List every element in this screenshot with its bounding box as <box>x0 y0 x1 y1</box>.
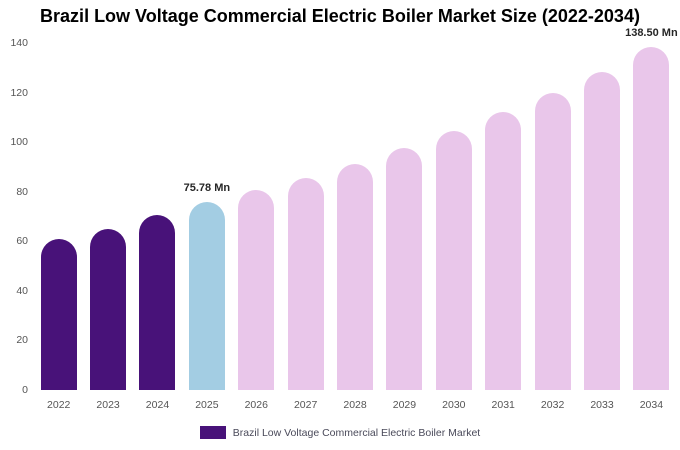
y-axis-tick-label: 120 <box>10 86 28 99</box>
y-axis-tick-label: 80 <box>16 185 28 198</box>
x-axis-tick-label: 2026 <box>244 399 268 411</box>
bar-2025 <box>188 202 225 390</box>
y-axis-tick-label: 60 <box>16 235 28 248</box>
bar-2024 <box>139 215 176 390</box>
bar-column: 2028 <box>330 43 379 411</box>
y-axis-tick-label: 100 <box>10 136 28 149</box>
x-axis-tick-label: 2030 <box>442 399 466 411</box>
bar-2023 <box>90 228 127 390</box>
bar-2031 <box>485 112 522 390</box>
bar-column: 2024 <box>133 43 182 411</box>
bar-2032 <box>534 92 571 390</box>
bar-2030 <box>435 131 472 390</box>
x-axis-tick-label: 2023 <box>96 399 120 411</box>
bar-column: 2030 <box>429 43 478 411</box>
x-axis-tick-label: 2028 <box>343 399 367 411</box>
y-axis-tick-label: 140 <box>10 37 28 49</box>
bar-column: 2029 <box>380 43 429 411</box>
bar-column: 2023 <box>83 43 132 411</box>
y-axis: 0 20 40 60 80 100 120 140 <box>4 37 30 396</box>
x-axis-tick-label: 2032 <box>540 399 565 411</box>
chart-title: Brazil Low Voltage Commercial Electric B… <box>40 6 640 26</box>
bar-column: 138.50 Mn 2034 <box>625 27 678 411</box>
bar-2026 <box>238 190 275 390</box>
bar-series: 2022 2023 2024 75.78 Mn 2025 2026 2027 2028 2029… <box>34 27 678 411</box>
y-axis-tick-label: 20 <box>16 334 28 347</box>
bar-2033 <box>583 71 620 390</box>
bar-2027 <box>287 178 324 390</box>
bar-2034 <box>633 46 670 390</box>
legend-label: Brazil Low Voltage Commercial Electric B… <box>232 426 481 439</box>
bar-value-label: 75.78 Mn <box>183 182 231 195</box>
bar-column: 2033 <box>577 43 626 411</box>
legend-swatch <box>199 426 226 439</box>
legend: Brazil Low Voltage Commercial Electric B… <box>0 426 680 439</box>
y-axis-tick-label: 0 <box>22 384 28 396</box>
bar-column: 2026 <box>232 43 281 411</box>
x-axis-tick-label: 2031 <box>491 399 515 411</box>
bar-2028 <box>337 164 374 390</box>
bar-column: 2022 <box>34 43 83 411</box>
bar-column: 2032 <box>528 43 577 411</box>
x-axis-tick-label: 2025 <box>195 399 219 411</box>
plot-area: 2022 2023 2024 75.78 Mn 2025 2026 2027 2028 2029… <box>34 27 678 411</box>
bar-column: 2031 <box>479 43 528 411</box>
x-axis-tick-label: 2027 <box>293 399 318 411</box>
x-axis-tick-label: 2029 <box>392 399 417 411</box>
bar-2022 <box>40 238 77 390</box>
x-axis-tick-label: 2022 <box>47 399 71 411</box>
bar-column: 2027 <box>281 43 330 411</box>
x-axis-tick-label: 2033 <box>590 399 614 411</box>
bar-value-label: 138.50 Mn <box>625 26 678 39</box>
bar-2029 <box>386 148 423 390</box>
y-axis-tick-label: 40 <box>16 284 28 297</box>
x-axis-tick-label: 2034 <box>639 399 664 411</box>
bar-column: 75.78 Mn 2025 <box>182 43 231 411</box>
x-axis-tick-label: 2024 <box>145 399 170 411</box>
